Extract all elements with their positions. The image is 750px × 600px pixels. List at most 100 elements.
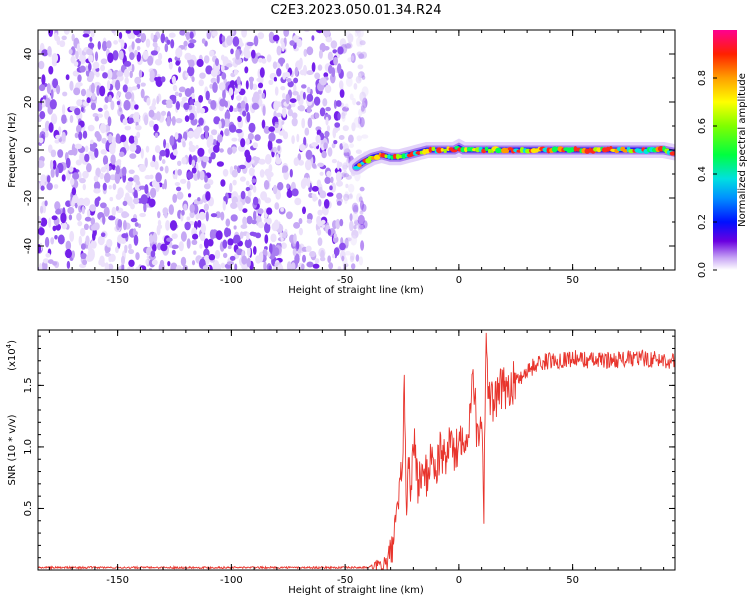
noise-dot xyxy=(40,217,48,227)
noise-dot xyxy=(183,203,188,211)
noise-dot xyxy=(191,92,195,100)
noise-dot xyxy=(113,40,118,45)
noise-dot xyxy=(129,143,137,152)
noise-dot xyxy=(323,30,331,38)
noise-dot xyxy=(360,240,365,251)
noise-dot xyxy=(325,36,333,43)
noise-dot xyxy=(88,62,92,71)
noise-dot xyxy=(318,49,323,59)
noise-dot xyxy=(156,46,161,52)
noise-dot xyxy=(90,217,96,225)
noise-dot xyxy=(317,162,324,167)
noise-dot xyxy=(86,97,91,104)
noise-dot xyxy=(178,66,182,73)
noise-dot xyxy=(55,167,59,178)
noise-dot xyxy=(56,84,61,95)
noise-dot xyxy=(207,238,214,247)
noise-dot xyxy=(206,30,212,40)
noise-dot xyxy=(91,224,98,231)
noise-dot xyxy=(277,182,284,191)
noise-dot xyxy=(232,148,236,154)
noise-dot xyxy=(169,220,178,231)
noise-dot xyxy=(335,171,342,183)
noise-dot xyxy=(80,227,86,237)
noise-dot xyxy=(128,135,135,144)
noise-dot xyxy=(168,57,173,64)
noise-dot xyxy=(342,125,349,132)
noise-dot xyxy=(235,128,243,134)
noise-dot xyxy=(107,263,114,270)
noise-dot xyxy=(345,174,352,180)
snr-plot xyxy=(38,332,675,570)
noise-dot xyxy=(185,32,190,38)
colorbar-tick-label: 0.4 xyxy=(697,166,708,182)
noise-dot xyxy=(77,201,82,206)
noise-dot xyxy=(245,102,249,113)
noise-dot xyxy=(281,107,287,118)
noise-dot xyxy=(114,160,122,167)
noise-dot xyxy=(326,125,331,132)
noise-dot xyxy=(230,48,234,55)
noise-dot xyxy=(106,163,110,174)
noise-dot xyxy=(275,157,282,165)
noise-dot xyxy=(119,107,122,112)
noise-dot xyxy=(356,135,362,142)
noise-dot xyxy=(301,263,305,270)
track-dot xyxy=(384,154,388,158)
noise-dot xyxy=(298,218,303,225)
noise-dot xyxy=(328,262,334,270)
noise-dot xyxy=(73,61,79,67)
noise-dot xyxy=(67,206,75,215)
noise-dot xyxy=(241,263,249,270)
y-tick-label: 20 xyxy=(23,96,34,109)
noise-dot xyxy=(63,30,70,35)
noise-dot xyxy=(94,51,99,62)
noise-scatter xyxy=(38,30,369,270)
noise-dot xyxy=(336,200,342,206)
noise-dot xyxy=(356,30,361,38)
noise-dot xyxy=(249,80,254,90)
noise-dot xyxy=(165,220,170,231)
noise-dot xyxy=(304,30,310,33)
noise-dot xyxy=(245,195,251,204)
noise-dot xyxy=(274,123,279,128)
noise-dot xyxy=(326,170,332,178)
noise-dot xyxy=(104,110,110,120)
noise-dot xyxy=(286,183,290,190)
noise-dot xyxy=(96,85,101,96)
noise-dot xyxy=(304,127,310,136)
noise-dot xyxy=(307,213,313,221)
noise-dot xyxy=(54,139,60,144)
noise-dot xyxy=(339,89,345,98)
colorbar-tick-label: 0.6 xyxy=(697,118,708,134)
noise-dot xyxy=(115,206,119,211)
noise-dot xyxy=(360,105,365,112)
noise-dot xyxy=(220,262,226,269)
noise-dot xyxy=(143,202,147,213)
noise-dot xyxy=(90,82,95,94)
noise-dot xyxy=(330,40,338,49)
figure-title: C2E3.2023.050.01.34.R24 xyxy=(270,3,441,18)
noise-dot xyxy=(100,261,106,267)
noise-dot xyxy=(121,233,129,239)
snr-frame xyxy=(37,329,676,571)
noise-dot xyxy=(88,42,95,49)
noise-dot xyxy=(218,120,222,130)
track-dot xyxy=(464,147,468,153)
noise-dot xyxy=(163,139,167,149)
noise-dot xyxy=(253,196,259,206)
noise-dot xyxy=(144,175,151,180)
noise-dot xyxy=(189,39,197,44)
noise-dot xyxy=(293,157,299,167)
noise-dot xyxy=(276,112,282,118)
noise-dot xyxy=(203,203,209,212)
noise-dot xyxy=(131,86,138,91)
noise-dot xyxy=(311,62,316,73)
noise-dot xyxy=(189,112,195,121)
noise-dot xyxy=(127,266,135,270)
noise-dot xyxy=(84,145,89,153)
noise-dot xyxy=(349,93,354,101)
noise-dot xyxy=(133,30,141,36)
noise-dot xyxy=(147,55,154,66)
noise-dot xyxy=(149,69,155,80)
